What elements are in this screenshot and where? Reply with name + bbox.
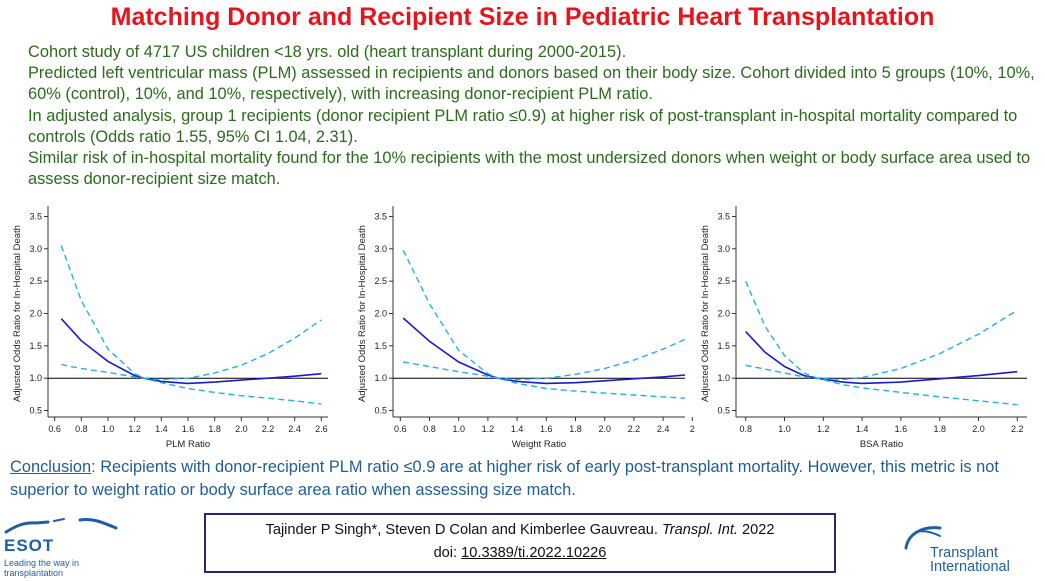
x-tick-label: 2.0 <box>235 424 248 434</box>
y-tick-label: 3.0 <box>29 244 42 254</box>
x-tick-label: 0.8 <box>423 424 436 434</box>
x-tick-label: 0.8 <box>739 424 752 434</box>
x-tick-label: 0.6 <box>48 424 61 434</box>
page-title: Matching Donor and Recipient Size in Ped… <box>110 3 935 31</box>
x-tick-label: 2.0 <box>598 424 611 434</box>
charts-panel: 0.5 1.0 1.5 2.0 2.5 3.0 3.5 0.6 0.8 1.0 1.2 1.4 1.6 1… <box>0 198 1045 454</box>
y-tick-label: 2.5 <box>717 276 730 286</box>
x-tick-label: 1.0 <box>102 424 115 434</box>
y-tick-label: 1.5 <box>374 341 387 351</box>
y-tick-label: 3.5 <box>717 211 730 221</box>
x-tick-label: 2.2 <box>1011 424 1024 434</box>
series-estimate-line <box>60 318 322 385</box>
x-tick-label: 1.8 <box>208 424 221 434</box>
y-tick-label: 1.0 <box>717 373 730 383</box>
series-upper-line <box>60 245 322 381</box>
summary-line: In adjusted analysis, group 1 recipients… <box>28 106 1018 146</box>
x-tick-label: 1.4 <box>155 424 168 434</box>
x-tick-label: 1.4 <box>511 424 524 434</box>
conclusion-body: : Recipients with donor-recipient PLM ra… <box>10 458 999 499</box>
y-tick-label: 2.0 <box>374 309 387 319</box>
y-tick-label: 1.0 <box>374 373 387 383</box>
doi-line: doi: 10.3389/ti.2022.10226 <box>206 542 834 565</box>
esot-logo: ESOT Leading the way in transplantation <box>2 514 122 580</box>
y-axis-label: Adjusted Odds Ratio for In-Hospital Deat… <box>12 225 23 402</box>
y-tick-label: 0.5 <box>717 406 730 416</box>
x-axis-label: PLM Ratio <box>166 439 210 450</box>
y-tick-label: 2.5 <box>29 276 42 286</box>
y-tick-label: 3.5 <box>29 211 42 221</box>
series-upper-line <box>745 280 1018 381</box>
esot-wordmark: ESOT <box>4 536 55 555</box>
doi-label: doi: <box>433 545 462 561</box>
x-tick-label: 2.6 <box>315 424 328 434</box>
esot-tagline: Leading the way in transplantation <box>4 558 80 578</box>
series-estimate-line <box>402 317 686 385</box>
x-tick-label: 2.2 <box>628 424 641 434</box>
x-tick-label: 1.0 <box>778 424 791 434</box>
esot-hands-icon <box>4 518 118 534</box>
y-tick-label: 0.5 <box>29 406 42 416</box>
x-tick-label: 0.6 <box>394 424 407 434</box>
citation-journal: Transpl. Int. <box>661 522 738 538</box>
x-tick-label: 1.6 <box>182 424 195 434</box>
series-estimate-line <box>745 331 1018 385</box>
x-tick-label: 2 <box>690 424 695 434</box>
x-tick-label: 1.4 <box>856 424 869 434</box>
y-tick-label: 1.5 <box>717 341 730 351</box>
y-tick-label: 3.0 <box>374 244 387 254</box>
citation-line: Tajinder P Singh*, Steven D Colan and Ki… <box>206 519 834 542</box>
x-tick-label: 2.4 <box>288 424 301 434</box>
y-axis-label: Adjusted Odds Ratio for In-Hospital Deat… <box>357 225 368 402</box>
citation-year: 2022 <box>737 522 775 538</box>
transplant-international-logo: Transplant International <box>900 522 1045 580</box>
y-tick-label: 0.5 <box>374 406 387 416</box>
x-tick-label: 2.2 <box>262 424 275 434</box>
chart-svg: 0.5 1.0 1.5 2.0 2.5 3.0 3.5 0.6 0.8 1.0 1.2 1.4 1.6 1… <box>357 206 695 450</box>
x-tick-label: 1.8 <box>569 424 582 434</box>
x-tick-label: 1.0 <box>452 424 465 434</box>
summary-line: Cohort study of 4717 US children <18 yrs… <box>28 43 627 61</box>
y-tick-label: 3.5 <box>374 211 387 221</box>
series-lower-line <box>403 361 686 399</box>
x-axis-label: Weight Ratio <box>512 439 566 450</box>
conclusion-text: Conclusion: Recipients with donor-recipi… <box>10 456 1040 502</box>
y-tick-label: 2.0 <box>717 309 730 319</box>
x-tick-label: 1.6 <box>895 424 908 434</box>
x-tick-label: 1.2 <box>817 424 830 434</box>
chart-svg: 0.5 1.0 1.5 2.0 2.5 3.0 3.5 0.8 1.0 1.2 1.4 1.6 1.8 2… <box>700 206 1027 450</box>
summary-line: Similar risk of in-hospital mortality fo… <box>28 149 1031 189</box>
ti-wordmark-line1: Transplant <box>930 545 998 561</box>
x-tick-label: 1.8 <box>933 424 946 434</box>
series-lower-line <box>745 364 1018 406</box>
x-tick-label: 1.2 <box>482 424 495 434</box>
y-axis-label: Adjusted Odds Ratio for In-Hospital Deat… <box>700 225 711 402</box>
ti-wordmark-line2: International <box>930 559 1010 575</box>
x-axis-label: BSA Ratio <box>860 439 903 450</box>
doi-link[interactable]: 10.3389/ti.2022.10226 <box>461 545 607 561</box>
chart-svg: 0.5 1.0 1.5 2.0 2.5 3.0 3.5 0.6 0.8 1.0 1.2 1.4 1.6 1… <box>12 206 328 450</box>
y-tick-label: 2.0 <box>29 309 42 319</box>
ti-hands-icon <box>904 526 942 550</box>
conclusion-label: Conclusion <box>10 458 92 476</box>
y-tick-label: 1.0 <box>29 373 42 383</box>
x-tick-label: 2.0 <box>972 424 985 434</box>
x-tick-label: 2.4 <box>657 424 670 434</box>
y-tick-label: 3.0 <box>717 244 730 254</box>
x-tick-label: 0.8 <box>75 424 88 434</box>
y-tick-label: 2.5 <box>374 276 387 286</box>
x-tick-label: 1.6 <box>540 424 553 434</box>
citation-authors: Tajinder P Singh*, Steven D Colan and Ki… <box>265 522 662 538</box>
series-lower-line <box>61 363 322 405</box>
y-tick-label: 1.5 <box>29 341 42 351</box>
series-upper-line <box>402 249 686 381</box>
chart-plm-ratio: 0.5 1.0 1.5 2.0 2.5 3.0 3.5 0.6 0.8 1.0 1.2 1.4 1.6 1… <box>0 198 345 454</box>
study-summary: Cohort study of 4717 US children <18 yrs… <box>28 42 1040 190</box>
chart-weight-ratio: 0.5 1.0 1.5 2.0 2.5 3.0 3.5 0.6 0.8 1.0 1.2 1.4 1.6 1… <box>345 198 695 454</box>
summary-line: Predicted left ventricular mass (PLM) as… <box>28 64 1035 104</box>
citation-box: Tajinder P Singh*, Steven D Colan and Ki… <box>204 513 836 573</box>
chart-bsa-ratio: 0.5 1.0 1.5 2.0 2.5 3.0 3.5 0.8 1.0 1.2 1.4 1.6 1.8 2… <box>695 198 1040 454</box>
x-tick-label: 1.2 <box>128 424 141 434</box>
